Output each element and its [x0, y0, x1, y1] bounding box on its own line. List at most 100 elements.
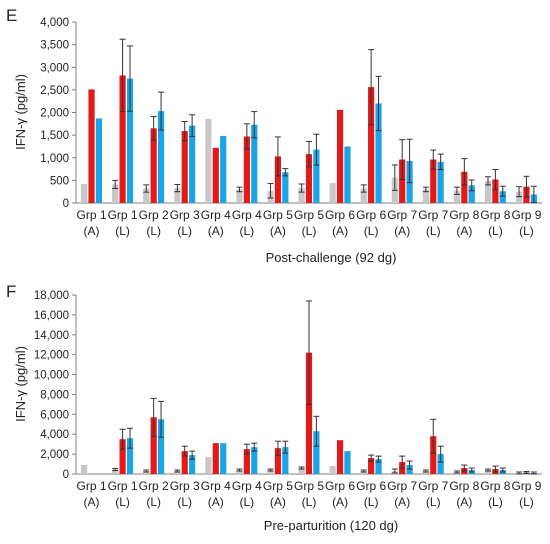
x-tick-label-group: Grp 9 [511, 208, 541, 222]
bar [305, 352, 313, 474]
bar [236, 470, 243, 474]
y-tick-label: 3,500 [40, 40, 69, 52]
x-tick-label-group: Grp 3 [170, 208, 200, 222]
x-tick-label-type: (L) [302, 224, 317, 238]
bar [484, 180, 492, 203]
x-tick-label-group: Grp 9 [511, 479, 541, 493]
x-tick-label-type: (L) [426, 495, 441, 509]
x-tick-label-group: Grp 6 [325, 208, 355, 222]
chart-panel-f: F IFN-γ (pg/ml) Pre-parturition (120 dg)… [6, 282, 542, 533]
bar [368, 87, 375, 203]
bar [126, 438, 134, 474]
y-tick-label: 10,000 [34, 370, 69, 382]
x-tick-label-type: (A) [394, 224, 410, 238]
bar [344, 146, 351, 203]
y-axis-label-f: IFN-γ (pg/ml) [13, 346, 28, 422]
x-tick-label-type: (L) [115, 224, 130, 238]
x-tick-label-type: (L) [519, 224, 534, 238]
y-tick-label: 2,000 [40, 108, 69, 120]
bar [181, 451, 188, 474]
bar [313, 431, 320, 474]
y-tick-label: 0 [63, 469, 69, 481]
bar [143, 188, 150, 203]
x-tick-label-type: (L) [146, 495, 161, 509]
y-tick-label: 1,500 [40, 130, 69, 142]
x-tick-label-group: Grp 6 [356, 479, 386, 493]
panel-label-f: F [6, 282, 16, 301]
bar [453, 190, 461, 203]
bar [119, 75, 126, 203]
y-tick-label: 3,000 [40, 62, 69, 74]
x-tick-label-group: Grp 6 [356, 208, 386, 222]
x-tick-label-type: (A) [208, 495, 224, 509]
bar [157, 111, 165, 203]
x-tick-label-type: (A) [270, 495, 286, 509]
x-tick-label-group: Grp 1 [77, 208, 107, 222]
y-tick-label: 16,000 [34, 310, 69, 322]
bar [336, 109, 344, 203]
bar [150, 417, 157, 474]
bar [422, 189, 429, 203]
y-tick-label: 4,000 [40, 17, 69, 29]
y-tick-label: 8,000 [40, 389, 69, 401]
bar [88, 89, 95, 203]
x-tick-label-group: Grp 8 [449, 208, 479, 222]
bar [430, 159, 437, 203]
bar [181, 131, 188, 203]
x-tick-label-type: (L) [488, 495, 503, 509]
bar [274, 156, 282, 203]
y-tick-label: 4,000 [40, 429, 69, 441]
bar [492, 179, 499, 203]
x-tick-label-type: (A) [332, 495, 348, 509]
x-tick-label-group: Grp 2 [139, 479, 169, 493]
bar [298, 468, 305, 474]
x-tick-label-type: (A) [84, 224, 100, 238]
x-tick-label-type: (L) [364, 495, 379, 509]
bar [375, 103, 382, 203]
bar [399, 159, 406, 203]
bar [243, 449, 250, 474]
bar [205, 118, 212, 203]
bar [236, 189, 243, 203]
x-tick-label-group: Grp 4 [201, 208, 231, 222]
x-tick-label-group: Grp 5 [294, 208, 324, 222]
bar [212, 147, 219, 203]
bar [189, 455, 196, 474]
bar [282, 172, 289, 203]
bar [515, 191, 523, 203]
bar [274, 448, 282, 474]
x-tick-label-group: Grp 7 [418, 208, 448, 222]
bar [437, 454, 444, 474]
bar [461, 171, 468, 203]
bar [251, 447, 258, 474]
y-tick-label: 500 [50, 175, 69, 187]
bar [305, 154, 313, 203]
x-tick-label-group: Grp 8 [480, 479, 510, 493]
bar [468, 185, 475, 203]
bar [313, 149, 320, 203]
x-tick-label-type: (A) [270, 224, 286, 238]
x-tick-label-group: Grp 6 [325, 479, 355, 493]
x-tick-label-type: (A) [456, 224, 472, 238]
bar [112, 184, 119, 203]
x-tick-label-group: Grp 5 [294, 479, 324, 493]
x-tick-label-type: (L) [519, 495, 534, 509]
x-tick-label-group: Grp 8 [449, 479, 479, 493]
bar [112, 469, 119, 474]
x-tick-label-group: Grp 1 [108, 479, 138, 493]
bar [150, 128, 157, 203]
x-tick-label-type: (A) [394, 495, 410, 509]
x-tick-label-group: Grp 7 [418, 479, 448, 493]
bar [329, 183, 336, 203]
bar [360, 188, 367, 203]
y-tick-label: 2,500 [40, 85, 69, 97]
y-tick-label: 2,000 [40, 449, 69, 461]
x-tick-label-group: Grp 7 [387, 208, 417, 222]
x-axis-label-e: Post-challenge (92 dg) [266, 250, 397, 265]
bar [220, 136, 227, 203]
bar [81, 465, 88, 474]
y-tick-label: 6,000 [40, 409, 69, 421]
x-tick-label-type: (L) [177, 495, 192, 509]
